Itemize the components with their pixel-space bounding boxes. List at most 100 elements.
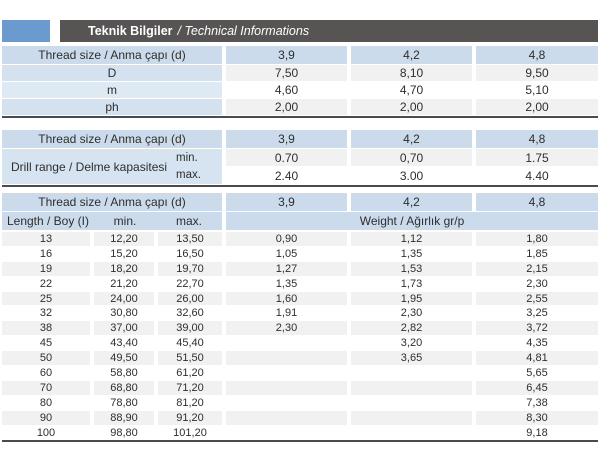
max-value: 101,20 [158,425,222,440]
min-value: 30,80 [94,306,154,321]
max-value: 26,00 [158,291,222,306]
weight-value: 7,38 [476,395,598,410]
weight-value: 6,45 [476,380,598,395]
length-value: 13 [2,232,90,246]
table-row: 19 18,20 19,70 1,27 1,53 2,15 [2,261,598,276]
weight-value: 1,95 [351,291,472,306]
cell-value: 3.00 [351,167,472,184]
weight-value [226,380,347,395]
table-row: 90 88,90 91,20 8,30 [2,410,598,425]
weight-value [226,425,347,440]
max-value: 39,00 [158,321,222,336]
cell-value: 2,00 [226,99,347,115]
cell-value: 2,00 [351,99,472,115]
length-value: 90 [2,410,90,425]
table-row: 32 30,80 32,60 1,91 2,30 3,25 [2,306,598,321]
weight-value: 3,65 [351,351,472,366]
min-value: 37,00 [94,321,154,336]
weight-value [226,351,347,366]
weight-value: 1,80 [476,232,598,246]
length-value: 45 [2,336,90,351]
thread-size-label: Thread size / Anma çapı (d) [2,46,222,64]
max-value: 71,20 [158,380,222,395]
cell-value: 9,50 [476,65,598,81]
weight-value: 9,18 [476,425,598,440]
drill-range-table: Thread size / Anma çapı (d) 3,9 4,2 4,8 … [2,130,598,187]
thread-size-col-3: 4,8 [476,46,598,64]
min-value: 49,50 [94,351,154,366]
thread-size-col-1: 3,9 [226,46,347,64]
cell-value: 0.70 [226,149,347,166]
weight-value: 3,20 [351,336,472,351]
table-row: 70 68,80 71,20 6,45 [2,380,598,395]
min-value: 18,20 [94,261,154,276]
max-value: 32,60 [158,306,222,321]
weight-value: 1,27 [226,261,347,276]
row-label: m [2,82,222,98]
thread-size-header-row: Thread size / Anma çapı (d) 3,9 4,2 4,8 [2,130,598,148]
min-value: 98,80 [94,425,154,440]
tables-area: Thread size / Anma çapı (d) 3,9 4,2 4,8 … [2,46,598,443]
weight-value: 1,91 [226,306,347,321]
thread-size-col-1: 3,9 [226,130,347,148]
weight-value: 2,15 [476,261,598,276]
dimensions-table: Thread size / Anma çapı (d) 3,9 4,2 4,8 … [2,46,598,118]
cell-value: 4.40 [476,167,598,184]
thread-size-col-1: 3,9 [226,193,347,211]
length-subheader-cell: Length / Boy (I) min. max. [2,212,222,230]
length-value: 70 [2,380,90,395]
drill-range-label: Drill range / Delme kapasitesi [10,159,168,174]
length-value: 50 [2,351,90,366]
weight-value [226,336,347,351]
row-label: ph [2,99,222,115]
length-value: 19 [2,261,90,276]
accent-block [2,20,50,42]
weight-header: Weight / Ağırlık gr/p [226,212,598,230]
weight-value [351,395,472,410]
section-title-turkish: Teknik Bilgiler [88,24,173,38]
thread-size-header-row: Thread size / Anma çapı (d) 3,9 4,2 4,8 [2,46,598,64]
thread-size-col-3: 4,8 [476,130,598,148]
weight-value: 1,05 [226,246,347,261]
weight-value: 1,12 [351,232,472,246]
weight-value [226,366,347,380]
weight-value: 2,55 [476,291,598,306]
table-row: 22 21,20 22,70 1,35 1,73 2,30 [2,276,598,291]
weight-value [351,410,472,425]
weight-value [351,380,472,395]
table-row: 60 58,80 61,20 5,65 [2,366,598,380]
table-bottom-border [2,185,598,187]
max-value: 91,20 [158,410,222,425]
weight-value: 2,30 [476,276,598,291]
min-value: 24,00 [94,291,154,306]
max-sublabel: max. [176,169,201,182]
cell-value: 2.40 [226,167,347,184]
table-row: 13 12,20 13,50 0,90 1,12 1,80 [2,232,598,246]
length-value: 32 [2,306,90,321]
cell-value: 2,00 [476,99,598,115]
min-sublabel: min. [176,151,198,164]
row-label: D [2,65,222,81]
cell-value: 4,70 [351,82,472,98]
table-row: ph 2,00 2,00 2,00 [2,99,598,115]
cell-value: 4,60 [226,82,347,98]
weight-value: 1,85 [476,246,598,261]
section-header-bar: Teknik Bilgiler / Technical Informations [2,20,598,42]
weight-value [226,395,347,410]
cell-value: 7,50 [226,65,347,81]
weight-value [351,425,472,440]
length-value: 22 [2,276,90,291]
max-label: max. [175,214,202,228]
thread-size-label: Thread size / Anma çapı (d) [2,130,222,148]
cell-value: 1.75 [476,149,598,166]
cell-value: 5,10 [476,82,598,98]
max-value: 81,20 [158,395,222,410]
thread-size-col-3: 4,8 [476,193,598,211]
table-row: 100 98,80 101,20 9,18 [2,425,598,440]
weight-value: 2,30 [351,306,472,321]
length-value: 25 [2,291,90,306]
length-label: Length / Boy (I) [6,214,90,228]
table-row: 50 49,50 51,50 3,65 4,81 [2,351,598,366]
weight-value: 1,35 [351,246,472,261]
weight-value: 4,35 [476,336,598,351]
